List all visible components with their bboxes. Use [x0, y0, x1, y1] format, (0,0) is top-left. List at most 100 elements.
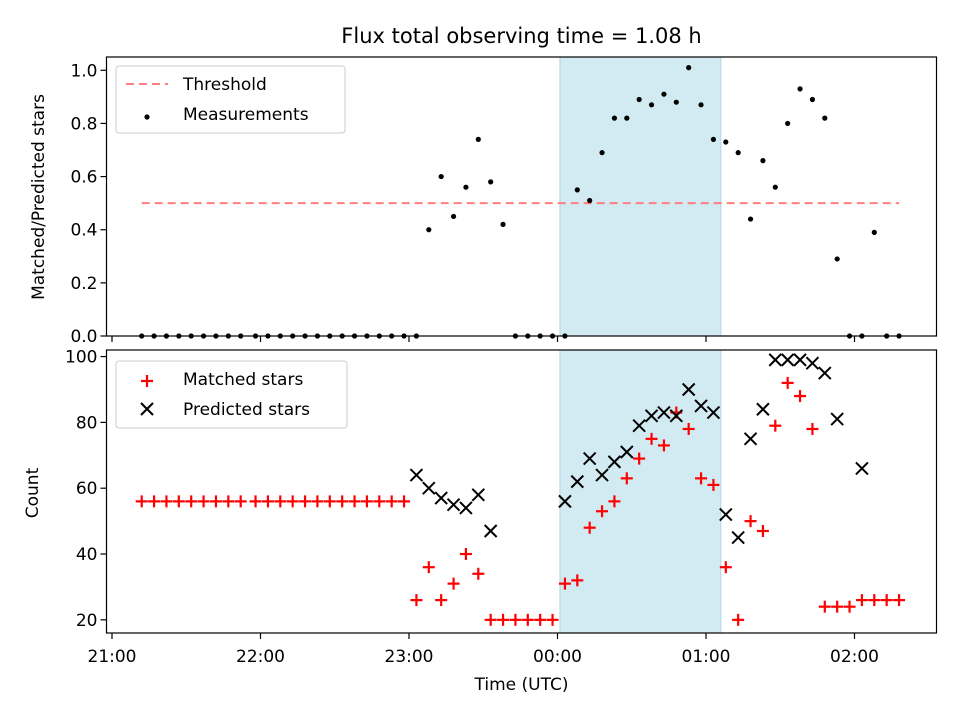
measurement-point [438, 173, 444, 180]
predicted-star-point [446, 497, 461, 512]
measurement-point [450, 213, 457, 220]
matched-star-point [222, 495, 235, 508]
top-legend: Threshold Measurements [115, 65, 346, 134]
matched-star-point [806, 422, 819, 435]
predicted-star-point [632, 418, 646, 433]
measurement-point [599, 150, 605, 156]
x-tick-label: 01:00 [682, 647, 731, 667]
predicted-star-point [793, 353, 807, 367]
predicted-star-point [558, 494, 572, 509]
matched-star-point [608, 495, 621, 508]
bottom-legend-box [115, 360, 348, 429]
matched-star-point [234, 495, 247, 508]
matched-star-point [360, 495, 373, 508]
matched-star-point [160, 495, 173, 508]
matched-star-point [509, 613, 522, 626]
matched-star-point [707, 478, 720, 491]
matched-star-point [893, 594, 906, 607]
predicted-star-point [731, 530, 745, 545]
matched-star-point [274, 495, 287, 508]
y-tick-label: 100 [65, 348, 97, 368]
x-tick-label: 02:00 [830, 647, 879, 667]
x-tick-label: 21:00 [88, 647, 137, 667]
top-panel: Flux total observing time = 1.08 h 0.0 0.… [29, 24, 938, 347]
top-measurement-points [139, 65, 902, 339]
legend-measurements-label: Measurements [183, 105, 309, 125]
matched-star-point [447, 577, 460, 590]
matched-star-point [148, 495, 161, 508]
measurement-point [785, 120, 791, 127]
top-y-axis-label: Matched/Predicted stars [29, 94, 49, 300]
matched-star-point [769, 419, 782, 432]
measurement-point [710, 136, 717, 142]
measurement-point [822, 115, 828, 121]
bottom-highlight-span [559, 349, 722, 634]
y-tick-label: 0.2 [70, 274, 97, 294]
matched-star-point [311, 495, 324, 508]
measurement-point [723, 139, 729, 145]
predicted-star-point [818, 366, 832, 380]
measurement-point [475, 136, 481, 142]
matched-star-point [831, 600, 844, 613]
x-axis-label: Time (UTC) [474, 675, 569, 695]
matched-star-point [185, 495, 198, 508]
matched-star-point [497, 613, 510, 626]
matched-star-point [435, 594, 448, 607]
bottom-panel: 20 40 60 80 100 21:00 22:00 23:00 00:00 01:00 02:… [23, 348, 938, 695]
matched-star-point [794, 390, 807, 403]
matched-star-point [818, 600, 831, 613]
measurement-point [648, 102, 655, 108]
bottom-y-axis-label: Count [23, 467, 43, 518]
matched-star-point [583, 521, 596, 534]
top-legend-box [115, 65, 346, 134]
measurement-point [735, 150, 741, 156]
matched-star-point [385, 495, 398, 508]
matched-star-point [645, 432, 658, 445]
measurement-point [686, 65, 692, 71]
predicted-star-point [780, 353, 795, 367]
legend-predicted-label: Predicted stars [183, 400, 310, 420]
matched-star-point [695, 472, 708, 485]
predicted-stars-points [409, 353, 869, 545]
matched-star-point [299, 495, 312, 508]
y-tick-label: 40 [76, 545, 98, 565]
matched-star-point [781, 376, 794, 389]
matched-star-point [657, 439, 670, 452]
y-tick-label: 60 [76, 479, 98, 499]
measurement-point [636, 96, 642, 103]
y-tick-label: 0.4 [70, 221, 97, 241]
predicted-star-point [657, 405, 671, 420]
matched-star-point [546, 613, 559, 626]
measurement-point [772, 184, 778, 190]
predicted-star-point [706, 405, 721, 420]
predicted-star-point [719, 507, 733, 522]
predicted-star-point [459, 501, 473, 515]
y-tick-label: 0.0 [70, 327, 97, 347]
legend-matched-swatch [141, 375, 153, 387]
matched-star-point [286, 495, 299, 508]
top-title: Flux total observing time = 1.08 h [341, 24, 701, 48]
matched-star-point [472, 567, 485, 580]
matched-star-point [571, 574, 584, 587]
legend-threshold-label: Threshold [182, 75, 267, 95]
matched-star-point [135, 495, 148, 508]
matched-star-point [373, 495, 386, 508]
matched-star-point [398, 495, 411, 508]
bottom-y-ticks: 20 40 60 80 100 [65, 348, 107, 631]
matched-star-point [880, 594, 893, 607]
measurement-point [698, 102, 704, 108]
predicted-star-point [768, 353, 783, 367]
measurement-point [587, 197, 593, 204]
matched-star-point [534, 613, 547, 626]
x-tick-label: 22:00 [236, 647, 285, 667]
matched-star-point [682, 422, 695, 435]
matched-star-point [855, 594, 868, 607]
predicted-star-point [570, 474, 585, 489]
legend-matched-label: Matched stars [183, 370, 303, 390]
matched-star-point [719, 561, 732, 574]
measurement-point [871, 229, 877, 235]
measurement-point [661, 91, 667, 97]
matched-star-point [422, 561, 435, 574]
matched-star-point [172, 495, 185, 508]
